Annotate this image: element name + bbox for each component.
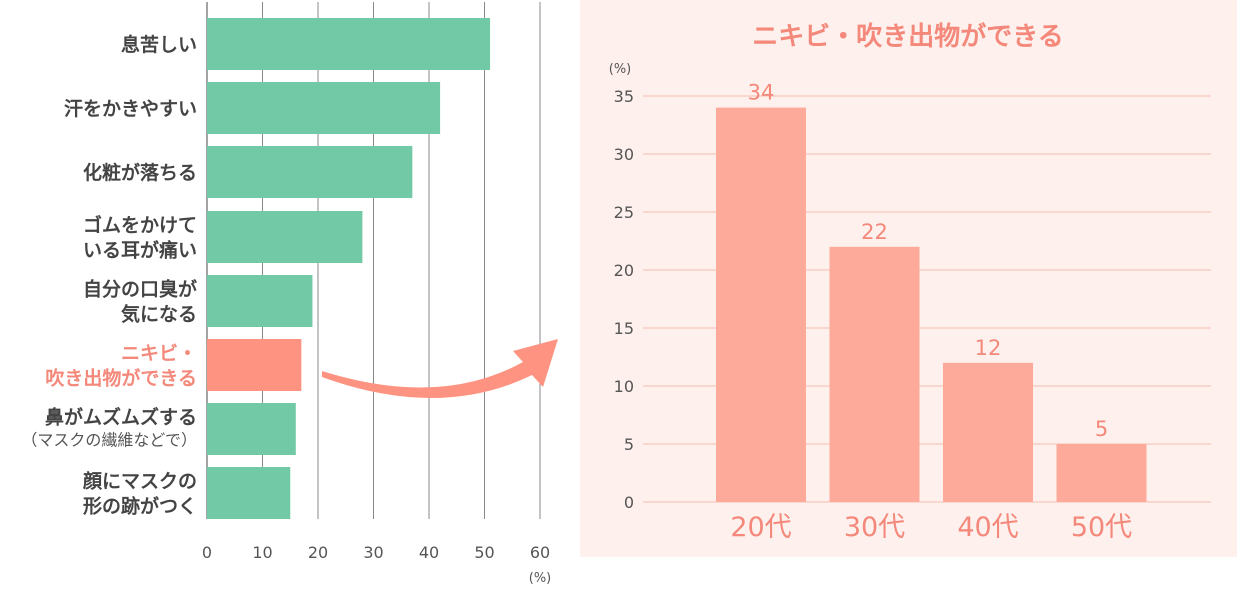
left-category-label: いる耳が痛い: [83, 239, 197, 262]
right-bar: [829, 246, 920, 502]
left-bar: [207, 82, 441, 134]
right-y-tick-label: 20: [614, 261, 634, 280]
right-y-tick-label: 10: [614, 377, 634, 396]
left-chart-category-labels: 息苦しい汗をかきやすい化粧が落ちるゴムをかけている耳が痛い自分の口臭が気になるニ…: [21, 33, 197, 518]
left-category-sublabel: （マスクの繊維などで）: [21, 431, 197, 450]
left-category-label: 鼻がムズムズする: [45, 406, 197, 429]
right-y-tick-label: 15: [614, 319, 634, 338]
left-bar: [207, 275, 313, 327]
left-x-tick-label: 30: [363, 543, 383, 562]
right-chart-value-labels: 34 22 12 5: [748, 81, 1109, 441]
left-bar: [207, 403, 296, 455]
left-x-tick-label: 50: [474, 543, 494, 562]
right-x-category-label: 30代: [844, 512, 905, 543]
left-category-label: ゴムをかけて: [83, 214, 197, 237]
right-chart-unit-label: (%): [609, 62, 632, 77]
left-chart-x-ticks: 0 10 20 30 40 50 60: [202, 543, 550, 562]
right-bar: [943, 362, 1033, 502]
left-bar: [207, 146, 413, 198]
right-x-category-label: 20代: [730, 512, 791, 543]
left-x-tick-label: 0: [202, 543, 212, 562]
right-y-tick-label: 30: [614, 145, 634, 164]
left-category-label: 息苦しい: [121, 33, 197, 56]
right-x-category-label: 40代: [957, 512, 1018, 543]
right-value-label: 22: [861, 220, 888, 244]
left-category-label: 気になる: [121, 303, 197, 326]
left-category-label: 顔にマスクの: [82, 470, 197, 493]
left-bar: [207, 18, 491, 70]
right-chart-bars: [716, 107, 1147, 502]
right-y-tick-label: 5: [624, 435, 634, 454]
right-chart-title: ニキビ・吹き出物ができる: [752, 21, 1063, 52]
left-bar: [207, 339, 302, 391]
left-chart-bars: [207, 18, 491, 519]
left-x-tick-label: 40: [419, 543, 439, 562]
left-category-label: ニキビ・: [121, 343, 197, 365]
right-chart-y-ticks: 0 5 10 15 20 25 30 35: [614, 87, 634, 512]
right-chart-x-categories: 20代 30代 40代 50代: [730, 512, 1132, 543]
left-x-tick-label: 10: [252, 543, 272, 562]
arrow-icon: [322, 339, 558, 399]
right-bar: [1056, 444, 1147, 502]
left-x-tick-label: 20: [308, 543, 328, 562]
left-chart-unit-label: (%): [529, 571, 552, 586]
right-value-label: 12: [975, 336, 1002, 360]
left-x-tick-label: 60: [530, 543, 550, 562]
right-x-category-label: 50代: [1071, 512, 1132, 543]
right-y-tick-label: 0: [624, 493, 634, 512]
right-value-label: 5: [1095, 417, 1108, 441]
left-category-label: 化粧が落ちる: [83, 161, 197, 184]
right-y-tick-label: 35: [614, 87, 634, 106]
left-category-label: 汗をかきやすい: [64, 98, 197, 120]
left-category-label: 形の跡がつく: [83, 495, 197, 518]
left-bar: [207, 467, 291, 519]
left-category-label: 自分の口臭が: [83, 278, 197, 301]
right-value-label: 34: [748, 81, 775, 105]
left-category-label: 吹き出物ができる: [45, 367, 197, 390]
left-bar: [207, 211, 363, 263]
right-y-tick-label: 25: [614, 203, 634, 222]
right-bar: [716, 107, 806, 502]
